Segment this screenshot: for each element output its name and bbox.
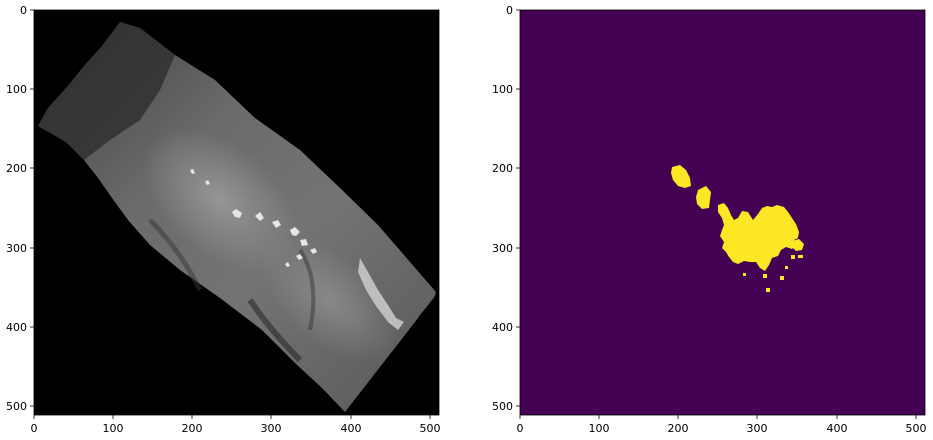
bright-river-feature [358, 258, 404, 330]
mask-speckle [785, 266, 788, 269]
right-x-ticks [519, 415, 917, 419]
x-tick-label: 300 [747, 422, 768, 435]
left-image-axes: 0 100 200 300 400 500 0 100 200 300 400 … [6, 4, 441, 435]
mask-speckle [798, 255, 803, 258]
x-tick-label: 300 [261, 422, 282, 435]
swath-dark-edge [38, 22, 175, 160]
right-y-tick-labels: 0 100 200 300 400 500 [492, 4, 513, 413]
x-tick-label: 400 [827, 422, 848, 435]
bright-patches [190, 169, 317, 267]
y-tick-label: 0 [506, 4, 513, 17]
mask-speckle [743, 273, 746, 276]
right-y-ticks [516, 9, 520, 407]
y-tick-label: 400 [6, 321, 27, 334]
left-y-tick-labels: 0 100 200 300 400 500 [6, 4, 27, 413]
mask-speckle [780, 276, 784, 280]
x-tick-label: 100 [589, 422, 610, 435]
left-image-panel: 0 100 200 300 400 500 0 100 200 300 400 … [0, 0, 466, 440]
mask-blobs [671, 165, 804, 292]
y-tick-label: 500 [492, 400, 513, 413]
x-tick-label: 0 [31, 422, 38, 435]
y-tick-label: 200 [6, 162, 27, 175]
y-tick-label: 200 [492, 162, 513, 175]
y-tick-label: 100 [492, 83, 513, 96]
mask-speckle [766, 288, 770, 292]
left-x-tick-labels: 0 100 200 300 400 500 [31, 422, 441, 435]
y-tick-label: 400 [492, 321, 513, 334]
y-tick-label: 100 [6, 83, 27, 96]
x-tick-label: 500 [420, 422, 441, 435]
y-tick-label: 300 [6, 242, 27, 255]
mask-speckle [778, 243, 781, 246]
x-tick-label: 200 [182, 422, 203, 435]
right-mask-axes: 0 100 200 300 400 500 0 100 200 300 400 … [492, 4, 927, 435]
x-tick-label: 0 [517, 422, 524, 435]
y-tick-label: 300 [492, 242, 513, 255]
x-tick-label: 400 [341, 422, 362, 435]
mask-blob [718, 203, 799, 271]
right-x-tick-labels: 0 100 200 300 400 500 [517, 422, 927, 435]
x-tick-label: 500 [906, 422, 927, 435]
mask-speckle [791, 255, 795, 259]
left-y-ticks [30, 9, 34, 407]
mask-speckle [763, 274, 767, 278]
x-tick-label: 100 [103, 422, 124, 435]
x-tick-label: 200 [668, 422, 689, 435]
mask-blob [671, 165, 691, 188]
right-mask-panel: 0 100 200 300 400 500 0 100 200 300 400 … [466, 0, 932, 440]
swath-image [38, 22, 439, 415]
mask-blob [696, 186, 711, 209]
y-tick-label: 0 [20, 4, 27, 17]
y-tick-label: 500 [6, 400, 27, 413]
left-x-ticks [33, 415, 431, 419]
